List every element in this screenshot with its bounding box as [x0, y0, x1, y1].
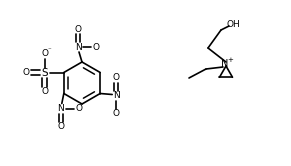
Text: O: O [75, 104, 82, 113]
Text: N: N [113, 91, 120, 100]
Text: +: + [227, 57, 233, 63]
Text: N: N [74, 42, 81, 51]
Text: O: O [41, 49, 48, 58]
Text: O: O [93, 42, 100, 51]
Text: OH: OH [226, 19, 240, 29]
Text: N: N [57, 104, 64, 113]
Text: O: O [113, 109, 120, 118]
Text: O: O [74, 25, 81, 34]
Text: O: O [57, 122, 64, 131]
Text: ⁻: ⁻ [48, 47, 52, 53]
Text: O: O [113, 73, 120, 82]
Text: N: N [221, 59, 229, 69]
Text: O: O [22, 68, 29, 77]
Text: S: S [42, 68, 48, 78]
Text: O: O [41, 87, 48, 96]
